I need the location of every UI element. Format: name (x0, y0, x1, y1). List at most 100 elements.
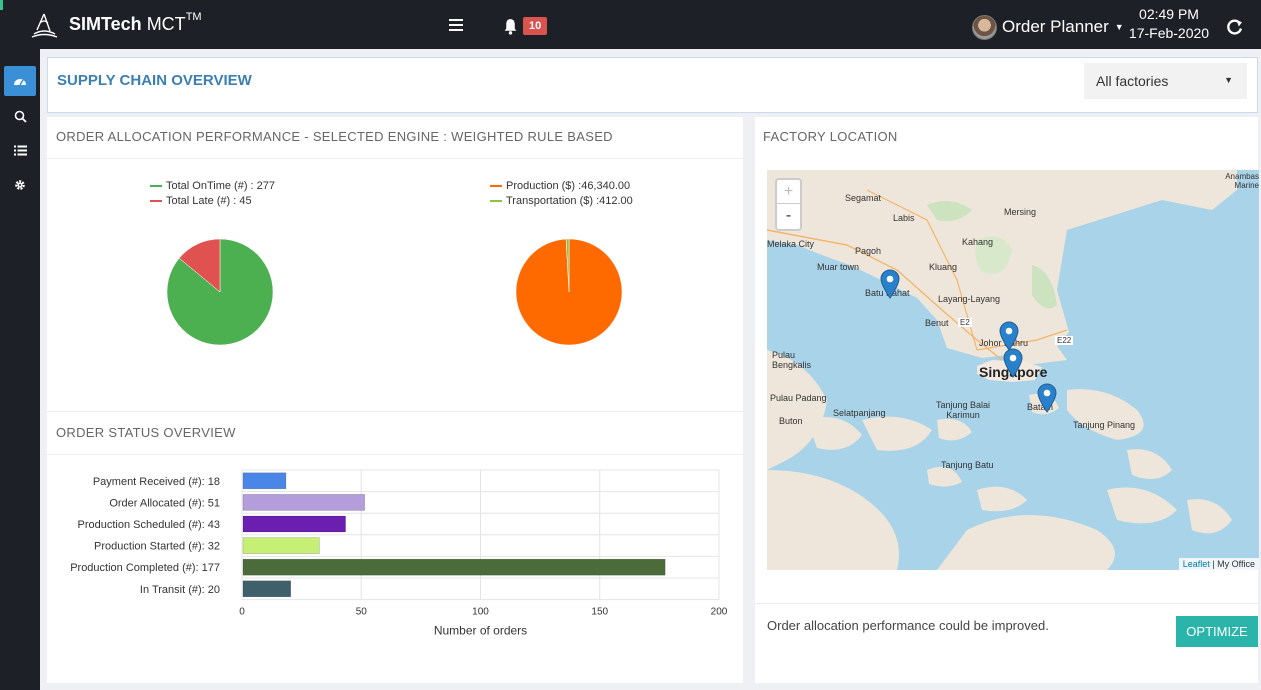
map-label: Benut (925, 318, 949, 328)
simtech-logo-icon (31, 13, 58, 38)
map-pin-icon (1003, 348, 1023, 378)
legend-entry-ontime[interactable]: Total OnTime (#) : 277 (150, 180, 275, 192)
map-attribution: Leaflet | My Office (1178, 558, 1259, 570)
bar[interactable] (242, 494, 365, 511)
map-label: Buton (779, 416, 803, 426)
map-canvas (767, 170, 1259, 570)
sidebar (0, 49, 40, 690)
pie-slice-late[interactable] (178, 238, 221, 293)
legend-label: Total Late (#) : 45 (166, 195, 252, 207)
bar-category-label: In Transit (#): 20 (140, 584, 220, 596)
map-zoom-in-button[interactable]: + (777, 180, 800, 204)
map-pin-icon (880, 269, 900, 299)
sidebar-item-search[interactable] (4, 101, 36, 131)
x-tick-label: 150 (591, 607, 608, 618)
factory-select-value: All factories (1096, 73, 1169, 89)
factory-marker[interactable] (1037, 383, 1057, 413)
bell-icon (504, 19, 517, 35)
status-indicator (0, 0, 3, 10)
map-label: Layang-Layang (938, 294, 1001, 304)
divider (755, 603, 1258, 604)
dashboard-icon (14, 79, 26, 86)
ontime-late-pie-chart (166, 238, 274, 346)
user-name: Order Planner (1002, 17, 1109, 36)
divider (47, 411, 743, 412)
x-tick-label: 50 (356, 607, 368, 618)
notifications-button[interactable]: 10 (502, 16, 552, 36)
refresh-icon[interactable] (1226, 19, 1243, 36)
factory-select[interactable]: All factories ▼ (1084, 63, 1247, 99)
x-axis-label: Number of orders (434, 624, 527, 638)
bar-category-label: Order Allocated (#): 51 (109, 497, 220, 509)
legend-entry-transportation[interactable]: Transportation ($) :412.00 (490, 195, 633, 207)
map-label: Kluang (929, 262, 958, 272)
bar-category-label: Production Completed (#): 177 (70, 562, 220, 574)
allocation-title: ORDER ALLOCATION PERFORMANCE - SELECTED … (56, 129, 613, 144)
cost-pie-chart (515, 238, 623, 346)
map-label: Labis (893, 213, 915, 223)
app-brand[interactable]: SIMTech MCTTM (69, 11, 202, 34)
factory-marker[interactable] (1003, 348, 1023, 378)
user-menu[interactable]: Order Planner ▼ (972, 14, 1124, 40)
bar[interactable] (242, 558, 666, 576)
bar[interactable] (242, 472, 287, 490)
x-tick-label: 100 (472, 607, 489, 618)
map-zoom-out-button[interactable]: - (785, 207, 792, 224)
page-title: SUPPLY CHAIN OVERVIEW (57, 72, 252, 89)
map-label: Selatpanjang (833, 408, 886, 418)
optimize-button[interactable]: OPTIMIZE (1176, 616, 1258, 647)
legend-label: Production ($) :46,340.00 (506, 180, 631, 192)
bar-category-label: Production Scheduled (#): 43 (78, 519, 220, 531)
sidebar-item-dashboard[interactable] (4, 66, 36, 96)
hamburger-menu-icon[interactable] (448, 17, 466, 33)
legend-swatch (150, 200, 162, 202)
map-pin-icon (1037, 383, 1057, 413)
sidebar-item-list[interactable] (4, 135, 36, 165)
map-label: Muar town (817, 262, 860, 272)
leaflet-link[interactable]: Leaflet (1182, 559, 1210, 569)
map-label: Melaka City (767, 239, 815, 249)
map-label: Pulau Padang (770, 393, 827, 403)
bar-category-label: Payment Received (#): 18 (93, 476, 220, 488)
page-header: SUPPLY CHAIN OVERVIEW All factories ▼ (47, 57, 1258, 113)
map-label: Pulau Bengkalis (772, 350, 812, 370)
bar[interactable] (242, 537, 320, 554)
map-zoom-control: + - (775, 178, 802, 231)
factory-location-title: FACTORY LOCATION (763, 129, 898, 144)
legend-entry-production[interactable]: Production ($) :46,340.00 (490, 180, 630, 192)
status-title: ORDER STATUS OVERVIEW (56, 425, 236, 440)
sidebar-item-settings[interactable] (4, 170, 36, 200)
map-label: E2 (958, 318, 972, 327)
map-label: Segamat (845, 193, 882, 203)
attribution-text: My Office (1217, 559, 1255, 569)
factory-marker[interactable] (999, 321, 1019, 351)
bar[interactable] (242, 515, 346, 533)
map-label: E22 (1055, 336, 1074, 345)
gear-icon (15, 180, 25, 190)
legend-swatch (490, 185, 502, 187)
map-label: Johor Bahru (979, 338, 1029, 348)
clock: 02:49 PM 17-Feb-2020 (1124, 5, 1214, 43)
divider (47, 158, 743, 159)
legend-entry-late[interactable]: Total Late (#) : 45 (150, 195, 252, 207)
map-label: Mersing (1004, 207, 1037, 217)
allocation-message: Order allocation performance could be im… (767, 618, 1049, 633)
notification-count-badge: 10 (523, 17, 548, 35)
bar-category-label: Production Started (#): 32 (94, 541, 220, 553)
list-icon (13, 145, 27, 155)
x-tick-label: 200 (711, 607, 728, 618)
factory-marker[interactable] (880, 269, 900, 299)
left-panel: ORDER ALLOCATION PERFORMANCE - SELECTED … (47, 117, 743, 683)
x-tick-label: 0 (239, 607, 245, 618)
avatar (972, 14, 997, 40)
clock-date: 17-Feb-2020 (1128, 25, 1210, 41)
bar[interactable] (242, 580, 292, 598)
factory-map[interactable]: + - Segamat Labis Mersing Melaka City Pa… (767, 170, 1259, 570)
legend-swatch (490, 200, 502, 202)
chevron-down-icon: ▼ (1114, 22, 1124, 32)
legend-label: Transportation ($) :412.00 (506, 195, 633, 207)
pie-slice-transportation[interactable] (565, 238, 570, 293)
caret-down-icon: ▼ (1224, 75, 1233, 85)
top-navbar: SIMTech MCTTM 10 Order Planner ▼ 02:49 P… (0, 0, 1261, 49)
map-label: Pagoh (855, 246, 882, 256)
